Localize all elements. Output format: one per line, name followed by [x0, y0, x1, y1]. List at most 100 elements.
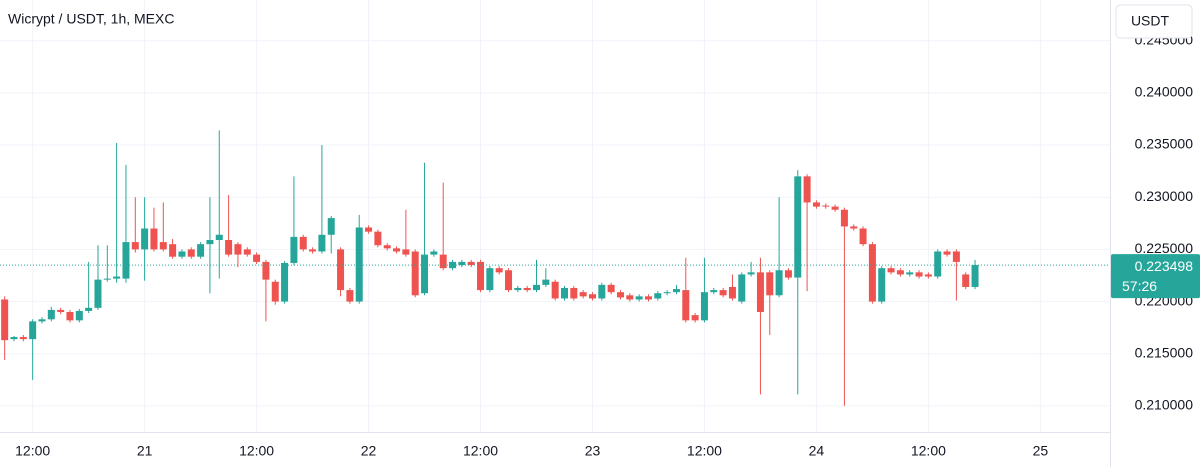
candle-body [560, 288, 568, 299]
candle-body [728, 286, 736, 299]
candle-body [19, 337, 27, 340]
candle-body [449, 261, 457, 269]
candle-body [971, 265, 979, 287]
candle-body [812, 202, 820, 207]
candle-body [85, 307, 93, 311]
candle-body [700, 292, 708, 321]
candle-body [784, 270, 792, 278]
candle-body [38, 319, 46, 322]
candle-body [822, 205, 830, 207]
candle-body [635, 296, 643, 300]
candle-body [113, 276, 121, 279]
candle-body [878, 268, 886, 302]
candle-body [178, 251, 186, 257]
candle-body [551, 281, 559, 299]
candle-body [747, 272, 755, 275]
currency-button[interactable] [1115, 4, 1193, 39]
candle-body [346, 290, 354, 302]
x-tick-label: 21 [137, 443, 153, 459]
candle-body [738, 274, 746, 302]
y-axis: 0.2100000.2150000.2200000.2250000.230000… [1135, 31, 1194, 412]
candle-body [337, 249, 345, 291]
candle-body [225, 240, 233, 255]
candle-body [271, 281, 279, 302]
candle-body [840, 209, 848, 227]
candle-body [803, 176, 811, 203]
x-tick-label: 12:00 [15, 443, 50, 459]
y-tick-label: 0.225000 [1135, 240, 1194, 256]
candle-body [318, 234, 326, 252]
candle-body [533, 284, 541, 291]
candle-body [756, 272, 764, 312]
y-tick-label: 0.215000 [1135, 344, 1194, 360]
x-tick-label: 12:00 [239, 443, 274, 459]
candle-body [66, 312, 74, 321]
candle-body [299, 236, 307, 250]
candle-body [103, 278, 111, 280]
candle-body [943, 251, 951, 255]
candle-body [962, 274, 970, 287]
candle-body [598, 284, 606, 299]
candle-body [150, 228, 158, 250]
candle-body [626, 295, 634, 300]
candle-body [644, 296, 652, 300]
x-tick-label: 12:00 [687, 443, 722, 459]
candle-body [57, 309, 65, 312]
candle-body [542, 279, 550, 285]
candle-body [365, 227, 373, 232]
x-tick-label: 24 [809, 443, 825, 459]
y-tick-label: 0.230000 [1135, 188, 1194, 204]
candles [1, 130, 979, 406]
candle-body [187, 249, 195, 257]
last-price-label: 0.223498 [1135, 258, 1194, 274]
candle-body [10, 337, 18, 340]
candle-body [402, 249, 410, 255]
candle-body [131, 242, 139, 250]
candle-body [122, 242, 130, 279]
candle-body [486, 268, 494, 291]
candle-body [794, 176, 802, 278]
candle-body [887, 268, 895, 273]
candle-body [831, 206, 839, 210]
candle-body [477, 261, 485, 291]
candle-body [421, 254, 429, 294]
candle-body [579, 292, 587, 297]
candle-body [309, 249, 317, 252]
candle-body [383, 245, 391, 249]
currency-label[interactable]: USDT [1131, 13, 1170, 29]
candle-body [570, 288, 578, 299]
candle-body [710, 290, 718, 293]
candle-body [430, 251, 438, 255]
candle-body [94, 279, 102, 308]
candle-body [206, 240, 214, 245]
candle-body [281, 262, 289, 302]
candle-body [775, 270, 783, 296]
candle-body [654, 293, 662, 299]
grid [0, 0, 1110, 432]
candle-body [906, 272, 914, 275]
candle-body [458, 261, 466, 266]
candle-body [374, 231, 382, 246]
candle-body [523, 288, 531, 291]
candle-body [234, 244, 242, 255]
candle-body [141, 228, 149, 250]
candle-body [766, 272, 774, 296]
x-tick-label: 23 [585, 443, 601, 459]
y-tick-label: 0.240000 [1135, 84, 1194, 100]
candle-body [859, 228, 867, 245]
candle-body [514, 288, 522, 291]
candle-body [616, 292, 624, 298]
chart-title: Wicrypt / USDT, 1h, MEXC [8, 11, 174, 27]
last-price-box [1111, 254, 1200, 299]
candle-body [393, 248, 401, 252]
candle-body [327, 218, 335, 235]
y-tick-label: 0.235000 [1135, 136, 1194, 152]
candle-body [952, 251, 960, 262]
x-tick-label: 25 [1033, 443, 1049, 459]
countdown-label: 57:26 [1122, 278, 1157, 294]
candle-body [290, 236, 298, 263]
candle-body [868, 244, 876, 302]
candle-body [75, 310, 83, 321]
x-tick-label: 12:00 [463, 443, 498, 459]
